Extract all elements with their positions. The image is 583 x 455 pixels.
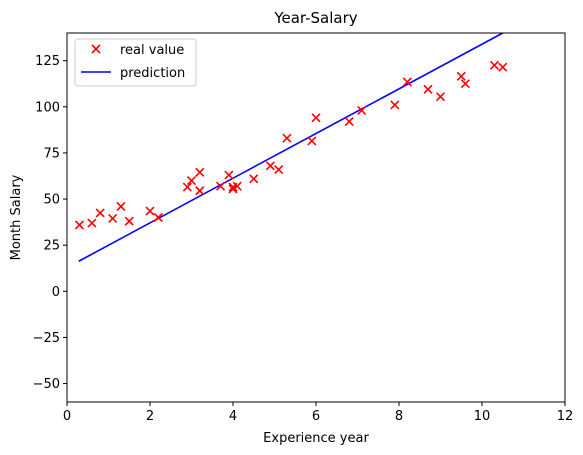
data-point bbox=[186, 176, 197, 186]
legend-marker-stroke bbox=[91, 44, 101, 54]
data-point bbox=[249, 174, 259, 184]
data-point bbox=[232, 181, 242, 191]
x-tick-label: 6 bbox=[312, 409, 320, 424]
data-point-stroke bbox=[489, 60, 500, 70]
data-point bbox=[274, 164, 284, 175]
data-point bbox=[182, 182, 192, 192]
axes: 0 2 4 6 8 10 12 −50 −25 0 25 50 75 100 125 bbox=[33, 32, 574, 424]
data-point-stroke bbox=[95, 208, 105, 218]
data-point bbox=[265, 161, 275, 171]
plot-area bbox=[67, 33, 565, 402]
x-tick-label: 2 bbox=[146, 409, 154, 424]
data-point bbox=[460, 79, 470, 89]
data-point-stroke bbox=[195, 186, 205, 196]
y-tick-label: 100 bbox=[35, 100, 60, 115]
y-tick-label: 50 bbox=[43, 193, 60, 208]
data-point bbox=[195, 186, 205, 196]
data-point-stroke bbox=[74, 220, 85, 230]
data-point-stroke bbox=[344, 116, 354, 127]
data-point-stroke bbox=[182, 182, 192, 192]
y-axis-label: Month Salary bbox=[9, 174, 24, 260]
data-point-stroke bbox=[215, 181, 226, 191]
data-layer bbox=[74, 33, 508, 262]
data-point-stroke bbox=[357, 105, 367, 116]
data-point bbox=[95, 208, 105, 218]
data-point bbox=[116, 201, 126, 211]
data-point-stroke bbox=[116, 201, 126, 211]
data-point bbox=[282, 133, 292, 143]
data-point bbox=[311, 113, 321, 123]
data-point bbox=[307, 136, 317, 146]
data-point-stroke bbox=[423, 84, 433, 94]
data-point bbox=[402, 77, 412, 87]
x-tick-label: 10 bbox=[474, 409, 491, 424]
data-point-stroke bbox=[153, 212, 163, 223]
data-point bbox=[357, 105, 367, 116]
data-point-stroke bbox=[228, 184, 238, 194]
y-tick-label: 125 bbox=[35, 54, 60, 69]
data-point bbox=[74, 220, 85, 230]
data-point-stroke bbox=[390, 100, 400, 110]
x-tick-label: 8 bbox=[395, 409, 403, 424]
data-point bbox=[498, 62, 508, 72]
data-point-stroke bbox=[274, 164, 284, 175]
data-point-stroke bbox=[186, 176, 197, 186]
data-point-stroke bbox=[224, 170, 234, 180]
legend-box bbox=[74, 38, 197, 87]
plot-background bbox=[67, 33, 565, 402]
data-point bbox=[87, 218, 97, 228]
data-point bbox=[145, 206, 155, 216]
data-point-stroke bbox=[402, 77, 412, 87]
data-point-stroke bbox=[265, 161, 275, 171]
data-point bbox=[435, 92, 446, 102]
legend-label-prediction: prediction bbox=[120, 66, 185, 81]
data-point bbox=[423, 84, 433, 94]
chart-title: Year-Salary bbox=[273, 9, 357, 27]
data-point-stroke bbox=[498, 62, 508, 72]
y-tick-label: 0 bbox=[52, 285, 60, 300]
prediction-line bbox=[78, 33, 504, 262]
x-tick-label: 12 bbox=[557, 409, 574, 424]
data-point-stroke bbox=[124, 216, 134, 226]
data-point bbox=[195, 167, 205, 177]
data-point bbox=[344, 116, 354, 127]
data-point-stroke bbox=[435, 92, 446, 102]
legend-label-real-value: real value bbox=[120, 43, 184, 58]
data-point bbox=[153, 212, 163, 223]
data-point bbox=[390, 100, 400, 110]
data-point bbox=[224, 170, 234, 180]
data-point bbox=[456, 71, 466, 81]
y-tick-label: 75 bbox=[43, 146, 60, 161]
x-tick-label: 0 bbox=[63, 409, 71, 424]
data-point-stroke bbox=[282, 133, 292, 143]
data-point-stroke bbox=[311, 113, 321, 123]
data-point-stroke bbox=[460, 79, 470, 89]
data-point-stroke bbox=[249, 174, 259, 184]
data-point bbox=[215, 181, 226, 191]
data-point-stroke bbox=[195, 167, 205, 177]
data-point-stroke bbox=[87, 218, 97, 228]
data-point bbox=[124, 216, 134, 226]
x-tick-label: 4 bbox=[229, 409, 237, 424]
data-point-stroke bbox=[108, 213, 118, 223]
data-point-stroke bbox=[232, 181, 242, 191]
y-tick-label: −25 bbox=[33, 331, 60, 346]
y-tick-label: 25 bbox=[43, 239, 60, 254]
data-point bbox=[108, 213, 118, 223]
data-point-stroke bbox=[145, 206, 155, 216]
data-point bbox=[228, 184, 238, 194]
y-tick-label: −50 bbox=[33, 377, 60, 392]
data-point-stroke bbox=[307, 136, 317, 146]
legend: real value prediction bbox=[74, 38, 197, 87]
data-point bbox=[489, 60, 500, 70]
x-axis-label: Experience year bbox=[263, 431, 369, 446]
data-point-stroke bbox=[456, 71, 466, 81]
legend-marker-real-value bbox=[91, 44, 101, 54]
